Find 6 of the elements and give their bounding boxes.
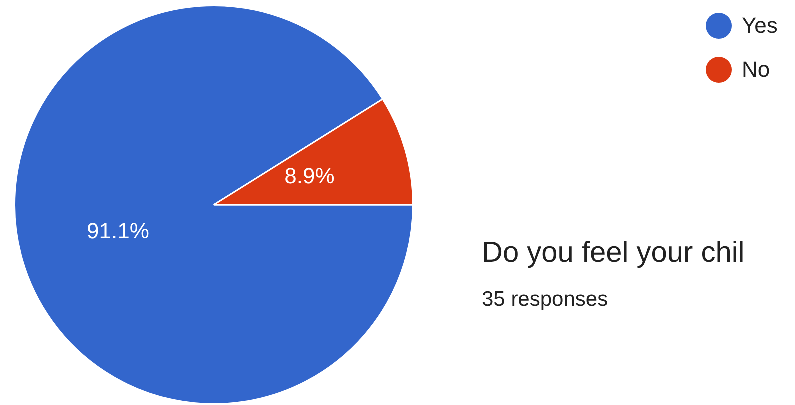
text: 35 responses [482, 288, 608, 312]
legend-label: Yes [742, 13, 778, 39]
legend-label: No [742, 57, 770, 83]
data-label: 8.9% [284, 164, 335, 189]
text: Do you feel your chil [482, 237, 745, 270]
data-label: 91.1% [87, 218, 150, 244]
